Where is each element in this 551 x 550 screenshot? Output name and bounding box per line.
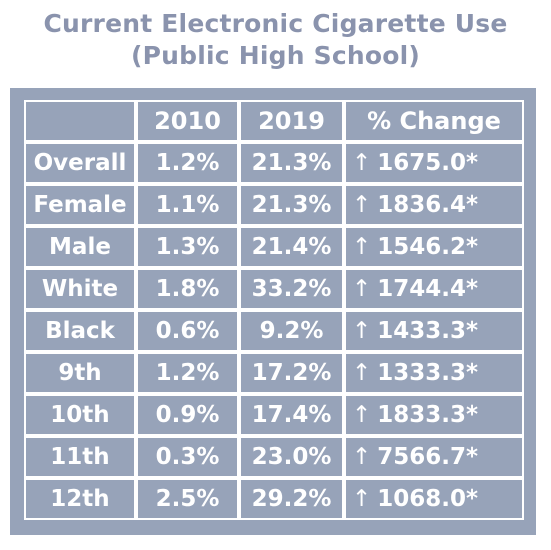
up-arrow-icon: ↑ [352, 192, 372, 218]
up-arrow-icon: ↑ [352, 486, 372, 512]
percent-change-value: 1068.0* [377, 486, 479, 512]
percent-change-cell: ↑ 1068.0* [344, 478, 524, 520]
percent-change-cell: ↑ 1833.3* [344, 394, 524, 436]
percent-change-value: 1675.0* [377, 150, 479, 176]
value-2019-cell: 9.2% [239, 310, 344, 352]
up-arrow-icon: ↑ [352, 150, 372, 176]
value-2019-cell: 21.3% [239, 142, 344, 184]
up-arrow-icon: ↑ [352, 360, 372, 386]
percent-change-value: 1433.3* [377, 318, 479, 344]
chart-title-line-1: Current Electronic Cigarette Use [43, 9, 508, 38]
value-2010-cell: 1.2% [136, 352, 239, 394]
table-row: Male 1.3% 21.4% ↑ 1546.2* [24, 226, 524, 268]
chart-title: Current Electronic Cigarette Use (Public… [0, 8, 551, 72]
percent-change-value: 1333.3* [377, 360, 479, 386]
percent-change-cell: ↑ 1433.3* [344, 310, 524, 352]
table-panel: 2010 2019 % Change Overall 1.2% 21.3% ↑ 1675… [10, 88, 536, 535]
value-2019-cell: 29.2% [239, 478, 344, 520]
up-arrow-icon: ↑ [352, 318, 372, 344]
table-row: Female 1.1% 21.3% ↑ 1836.4* [24, 184, 524, 226]
row-label: Male [24, 226, 136, 268]
row-label: 12th [24, 478, 136, 520]
table-row: Black 0.6% 9.2% ↑ 1433.3* [24, 310, 524, 352]
value-2019-cell: 17.2% [239, 352, 344, 394]
percent-change-cell: ↑ 1675.0* [344, 142, 524, 184]
value-2019-cell: 17.4% [239, 394, 344, 436]
percent-change-cell: ↑ 7566.7* [344, 436, 524, 478]
row-label: 9th [24, 352, 136, 394]
table-row: 11th 0.3% 23.0% ↑ 7566.7* [24, 436, 524, 478]
table-row: White 1.8% 33.2% ↑ 1744.4* [24, 268, 524, 310]
value-2010-cell: 1.1% [136, 184, 239, 226]
value-2010-cell: 0.6% [136, 310, 239, 352]
up-arrow-icon: ↑ [352, 234, 372, 260]
table-body: 2010 2019 % Change Overall 1.2% 21.3% ↑ 1675… [24, 100, 524, 520]
percent-change-value: 1546.2* [377, 234, 479, 260]
table-row: Overall 1.2% 21.3% ↑ 1675.0* [24, 142, 524, 184]
row-label: Overall [24, 142, 136, 184]
percent-change-cell: ↑ 1836.4* [344, 184, 524, 226]
value-2019-cell: 21.4% [239, 226, 344, 268]
percent-change-cell: ↑ 1744.4* [344, 268, 524, 310]
percent-change-cell: ↑ 1546.2* [344, 226, 524, 268]
row-label: White [24, 268, 136, 310]
value-2010-cell: 1.3% [136, 226, 239, 268]
row-label: 11th [24, 436, 136, 478]
value-2010-cell: 1.2% [136, 142, 239, 184]
value-2019-cell: 21.3% [239, 184, 344, 226]
table-row: 9th 1.2% 17.2% ↑ 1333.3* [24, 352, 524, 394]
table-row: 10th 0.9% 17.4% ↑ 1833.3* [24, 394, 524, 436]
value-2019-cell: 23.0% [239, 436, 344, 478]
value-2010-cell: 0.3% [136, 436, 239, 478]
percent-change-value: 1833.3* [377, 402, 479, 428]
chart-title-line-2: (Public High School) [131, 41, 420, 70]
percent-change-value: 1744.4* [377, 276, 479, 302]
header-cell-2019: 2019 [239, 100, 344, 142]
row-label: Female [24, 184, 136, 226]
up-arrow-icon: ↑ [352, 444, 372, 470]
value-2019-cell: 33.2% [239, 268, 344, 310]
up-arrow-icon: ↑ [352, 276, 372, 302]
header-cell-percent-change: % Change [344, 100, 524, 142]
percent-change-value: 7566.7* [377, 444, 479, 470]
row-label: Black [24, 310, 136, 352]
header-cell-2010: 2010 [136, 100, 239, 142]
header-row: 2010 2019 % Change [24, 100, 524, 142]
percent-change-cell: ↑ 1333.3* [344, 352, 524, 394]
data-table: 2010 2019 % Change Overall 1.2% 21.3% ↑ 1675… [24, 100, 524, 520]
table-row: 12th 2.5% 29.2% ↑ 1068.0* [24, 478, 524, 520]
percent-change-value: 1836.4* [377, 192, 479, 218]
value-2010-cell: 2.5% [136, 478, 239, 520]
header-cell-empty [24, 100, 136, 142]
value-2010-cell: 0.9% [136, 394, 239, 436]
row-label: 10th [24, 394, 136, 436]
up-arrow-icon: ↑ [352, 402, 372, 428]
value-2010-cell: 1.8% [136, 268, 239, 310]
